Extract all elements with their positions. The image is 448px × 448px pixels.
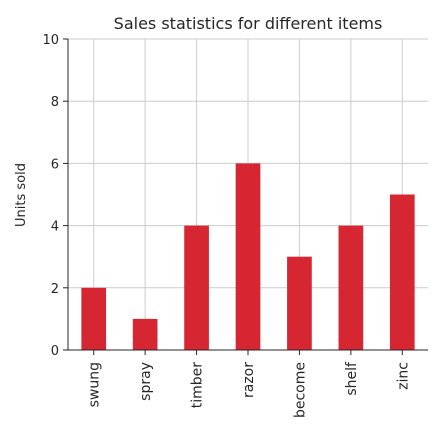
chart-title: Sales statistics for different items <box>114 14 383 33</box>
y-axis-label: Units sold <box>14 163 29 227</box>
x-tick-label-swung: swung <box>87 362 103 407</box>
x-tick-labels: swung spray timber razor become shelf zinc <box>87 361 412 418</box>
bar-spray <box>132 318 158 350</box>
axes <box>63 38 428 355</box>
x-tick-label-spray: spray <box>138 362 154 401</box>
x-tick-label-zinc: zinc <box>395 362 411 390</box>
y-tick-label-4: 8 <box>51 95 59 110</box>
bar-zinc <box>389 194 415 350</box>
bar-swung <box>81 287 107 350</box>
x-tick-label-become: become <box>292 362 308 418</box>
bars <box>81 163 415 350</box>
y-tick-label-0: 0 <box>51 344 59 359</box>
y-tick-label-5: 10 <box>42 33 59 48</box>
bar-razor <box>235 163 261 350</box>
y-tick-label-3: 6 <box>51 157 59 172</box>
x-tick-label-timber: timber <box>190 362 206 409</box>
bar-shelf <box>338 225 364 350</box>
y-tick-labels: 0 2 4 6 8 10 <box>42 33 59 359</box>
bar-become <box>287 256 312 350</box>
bar-timber <box>184 225 209 350</box>
y-tick-label-2: 4 <box>51 220 59 235</box>
y-tick-label-1: 2 <box>51 282 59 297</box>
x-tick-label-razor: razor <box>241 362 257 398</box>
x-tick-label-shelf: shelf <box>344 361 360 396</box>
